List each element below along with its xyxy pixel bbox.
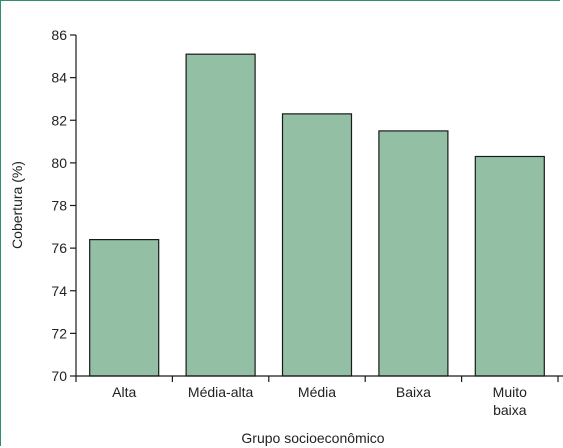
- y-tick-label-1: 72: [51, 325, 67, 341]
- x-tick-label-3: Baixa: [396, 384, 431, 400]
- bar-0: [89, 239, 160, 377]
- x-tick-label-4: Muito baixa: [493, 384, 527, 418]
- x-tick-label-2: Média: [298, 384, 336, 400]
- y-tick-label-2: 74: [51, 283, 67, 299]
- y-tick-label-3: 76: [51, 240, 67, 256]
- x-axis-label: Grupo socioeconômico: [241, 430, 384, 446]
- y-tick-label-4: 78: [51, 198, 67, 214]
- y-tick-label-5: 80: [51, 155, 67, 171]
- x-tick-label-0: Alta: [112, 384, 136, 400]
- x-tick-label-1: Média-alta: [188, 384, 254, 400]
- x-axis: Alta Média-alta Média Baixa Muito baixa: [75, 375, 563, 418]
- bar-2: [281, 113, 353, 377]
- y-axis: 70 72 74 76 78 80 82 84 86: [51, 27, 77, 384]
- bar-4: [474, 155, 545, 377]
- y-tick-label-6: 82: [51, 112, 67, 128]
- y-tick-label-8: 86: [51, 27, 67, 43]
- y-tick-label-7: 84: [51, 70, 67, 86]
- y-tick-label-0: 70: [51, 368, 67, 384]
- bars-group: [89, 53, 545, 377]
- bar-3: [378, 130, 449, 377]
- bar-1: [185, 53, 256, 377]
- y-axis-label: Cobertura (%): [9, 161, 25, 249]
